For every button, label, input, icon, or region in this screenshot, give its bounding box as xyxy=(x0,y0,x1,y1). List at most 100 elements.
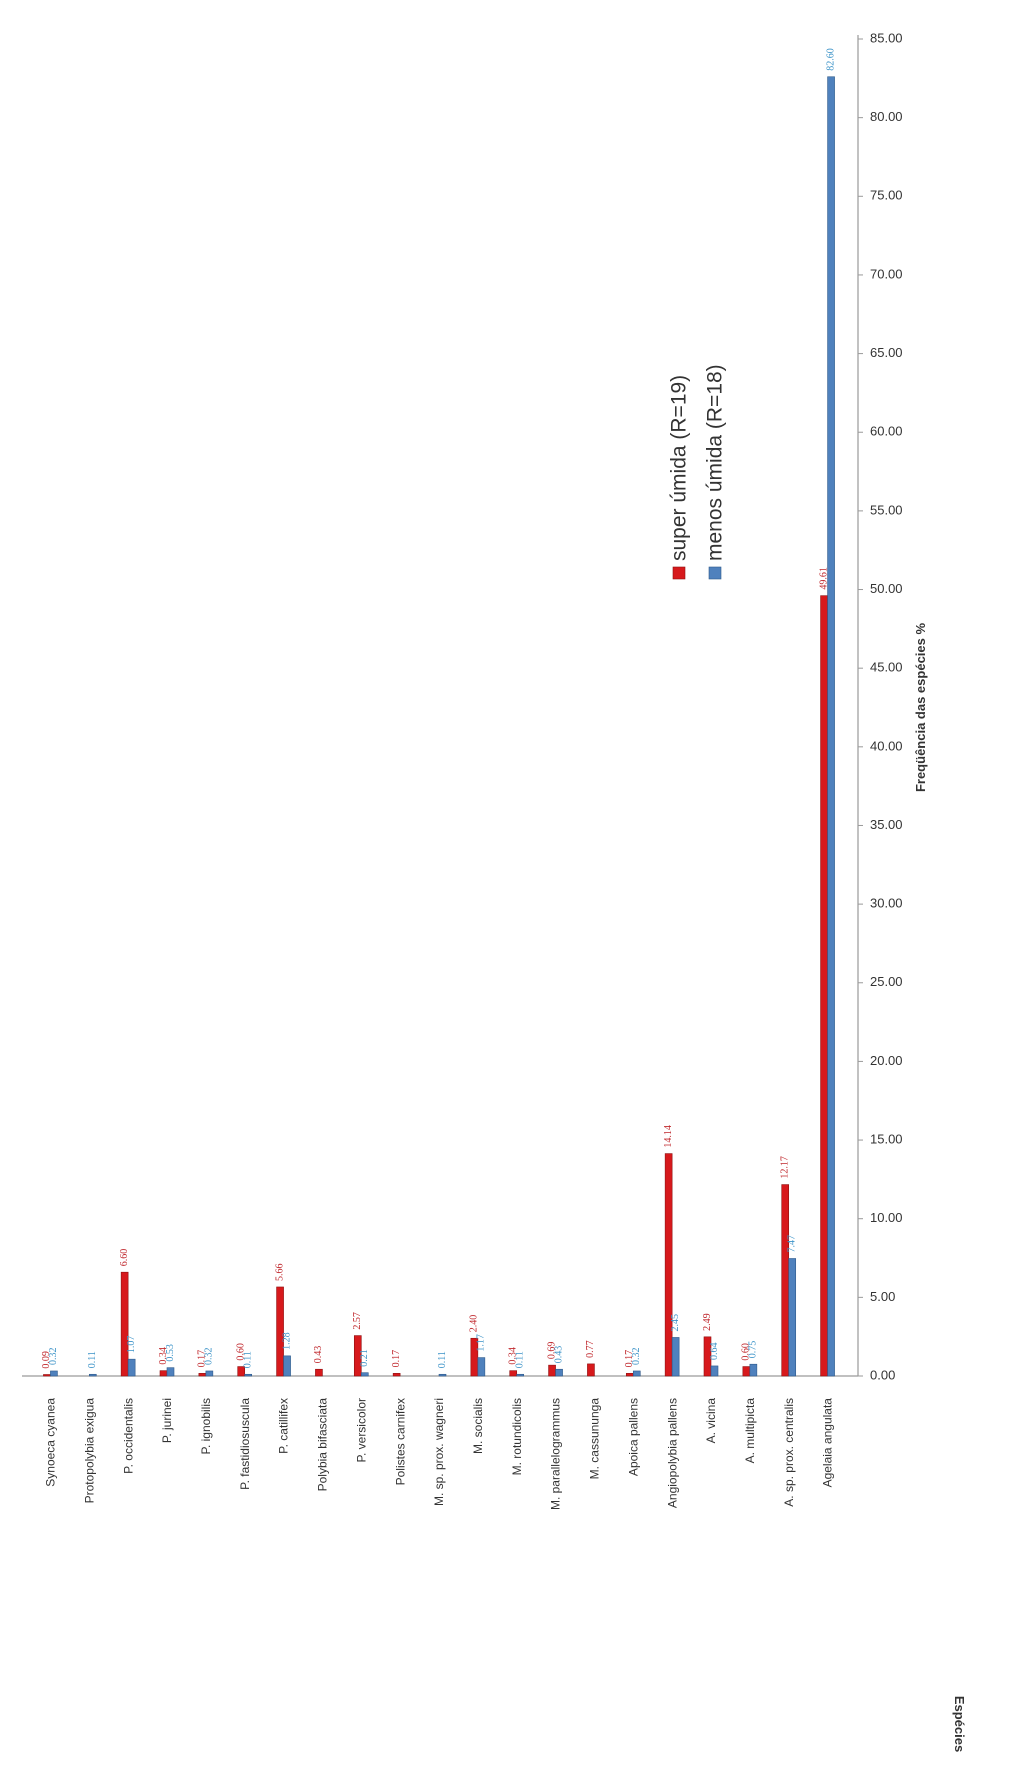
data-label-menos-umida: 0.11 xyxy=(515,1351,526,1368)
category-label: P. occidentalis xyxy=(121,1398,135,1474)
data-label-super-umida: 5.66 xyxy=(274,1263,285,1281)
data-label-super-umida: 0.17 xyxy=(624,1350,635,1368)
category-label: Polistes carnifex xyxy=(393,1398,407,1485)
value-tick-label: 45.00 xyxy=(870,660,903,675)
data-label-menos-umida: 0.64 xyxy=(709,1342,720,1360)
data-label-menos-umida: 0.21 xyxy=(359,1349,370,1367)
category-label: Angiopolybia pallens xyxy=(665,1398,679,1508)
bar-menos-umida xyxy=(632,1370,641,1377)
value-tick-label: 35.00 xyxy=(870,817,903,832)
bar-super-umida xyxy=(548,1364,556,1377)
bar-super-umida xyxy=(315,1368,323,1377)
x-axis-title: Freqüência das espécies % xyxy=(913,623,928,793)
bar-menos-umida xyxy=(127,1358,136,1377)
value-tick-label: 50.00 xyxy=(870,581,903,596)
data-label-menos-umida: 0.32 xyxy=(631,1347,642,1365)
category-label: P. ignobilis xyxy=(199,1398,213,1454)
bar-super-umida xyxy=(703,1336,712,1377)
bar-menos-umida xyxy=(205,1370,214,1377)
category-label: P. fastidiosuscula xyxy=(238,1398,252,1490)
data-label-menos-umida: 0.53 xyxy=(165,1344,176,1362)
rotated-plot: 0.00 5.00 10.00 15.00 20.00 25.00 30.00 35.00 40… xyxy=(22,30,967,1752)
bar-super-umida xyxy=(587,1363,595,1377)
data-label-menos-umida: 7.47 xyxy=(787,1235,798,1253)
category-label: M. parallelogrammus xyxy=(549,1398,563,1510)
value-tick-label: 0.00 xyxy=(870,1367,895,1382)
category-label: Polybia bifasciata xyxy=(316,1398,330,1492)
data-label-menos-umida: 82.60 xyxy=(825,48,836,71)
category-label: P. versicolor xyxy=(354,1398,368,1462)
data-label-super-umida: 12.17 xyxy=(780,1156,791,1179)
bar-menos-umida xyxy=(827,76,835,1377)
bar-super-umida xyxy=(198,1373,207,1377)
value-tick-label: 85.00 xyxy=(870,30,903,45)
bar-menos-umida xyxy=(88,1373,97,1377)
value-tick-label: 75.00 xyxy=(870,188,903,203)
category-label: A. multipicta xyxy=(743,1398,757,1464)
data-label-super-umida: 2.49 xyxy=(702,1313,713,1331)
data-label-menos-umida: 0.11 xyxy=(87,1351,98,1368)
category-label: Agelaia angulata xyxy=(821,1398,835,1488)
data-label-menos-umida: 1.28 xyxy=(281,1332,292,1350)
category-label: M. sp. prox. wagneri xyxy=(432,1398,446,1506)
bar-menos-umida xyxy=(516,1373,525,1377)
bar-super-umida xyxy=(276,1286,284,1377)
category-label: Apoica pallens xyxy=(626,1398,640,1476)
category-label: M. rotundicolis xyxy=(510,1398,524,1475)
value-tick-label: 40.00 xyxy=(870,738,903,753)
bar-super-umida xyxy=(159,1370,168,1377)
data-label-menos-umida: 0.32 xyxy=(204,1347,215,1365)
bar-super-umida xyxy=(820,595,828,1377)
bar-super-umida xyxy=(120,1271,129,1377)
data-label-super-umida: 0.17 xyxy=(197,1350,208,1368)
data-label-menos-umida: 0.43 xyxy=(553,1346,564,1364)
bar-menos-umida xyxy=(555,1368,563,1377)
data-label-super-umida: 0.34 xyxy=(158,1347,169,1365)
bar-menos-umida xyxy=(283,1355,291,1377)
data-label-menos-umida: 1.17 xyxy=(476,1334,487,1352)
value-tick-label: 65.00 xyxy=(870,345,903,360)
data-label-super-umida: 49.61 xyxy=(818,567,829,590)
value-tick-label: 70.00 xyxy=(870,266,903,281)
category-label: A. vicina xyxy=(704,1398,718,1444)
bar-super-umida xyxy=(625,1373,634,1377)
category-label: P. jurinei xyxy=(160,1398,174,1443)
data-label-super-umida: 14.14 xyxy=(663,1125,674,1148)
data-label-super-umida: 0.17 xyxy=(391,1350,402,1368)
category-label: Protopolybia exigua xyxy=(82,1398,96,1504)
bar-super-umida xyxy=(664,1153,673,1377)
bar-super-umida xyxy=(392,1373,401,1377)
bar-menos-umida xyxy=(50,1370,58,1377)
value-tick-label: 15.00 xyxy=(870,1131,903,1146)
legend-swatch-super-umida xyxy=(672,566,686,580)
legend-swatch-menos-umida xyxy=(708,566,722,580)
category-label: Synoeca cyanea xyxy=(44,1398,58,1487)
value-tick-label: 55.00 xyxy=(870,502,903,517)
value-tick-label: 25.00 xyxy=(870,974,903,989)
data-label-super-umida: 0.69 xyxy=(546,1342,557,1360)
value-tick-label: 60.00 xyxy=(870,424,903,439)
bar-super-umida xyxy=(353,1335,362,1377)
data-label-menos-umida: 0.11 xyxy=(243,1351,254,1368)
category-label: A. sp. prox. centralis xyxy=(782,1398,796,1507)
category-label: M. socialis xyxy=(471,1398,485,1454)
bar-super-umida xyxy=(742,1366,751,1377)
data-label-menos-umida: 1.07 xyxy=(126,1336,137,1354)
data-label-menos-umida: 0.75 xyxy=(748,1341,759,1359)
data-label-menos-umida: 0.32 xyxy=(48,1347,59,1365)
data-label-super-umida: 0.77 xyxy=(585,1340,596,1358)
data-label-super-umida: 0.34 xyxy=(508,1347,519,1365)
bar-menos-umida xyxy=(166,1367,175,1377)
bar-super-umida xyxy=(781,1184,790,1377)
value-tick-label: 20.00 xyxy=(870,1053,903,1068)
value-tick-label: 5.00 xyxy=(870,1289,895,1304)
category-label: P. catillifex xyxy=(277,1398,291,1454)
value-tick-label: 30.00 xyxy=(870,896,903,911)
bar-super-umida xyxy=(509,1370,518,1377)
data-label-super-umida: 2.40 xyxy=(469,1315,480,1333)
data-label-super-umida: 0.60 xyxy=(236,1343,247,1361)
bar-menos-umida xyxy=(360,1372,369,1377)
bar-menos-umida xyxy=(749,1363,758,1377)
category-label: M. cassununga xyxy=(588,1398,602,1480)
data-label-super-umida: 2.57 xyxy=(352,1312,363,1330)
